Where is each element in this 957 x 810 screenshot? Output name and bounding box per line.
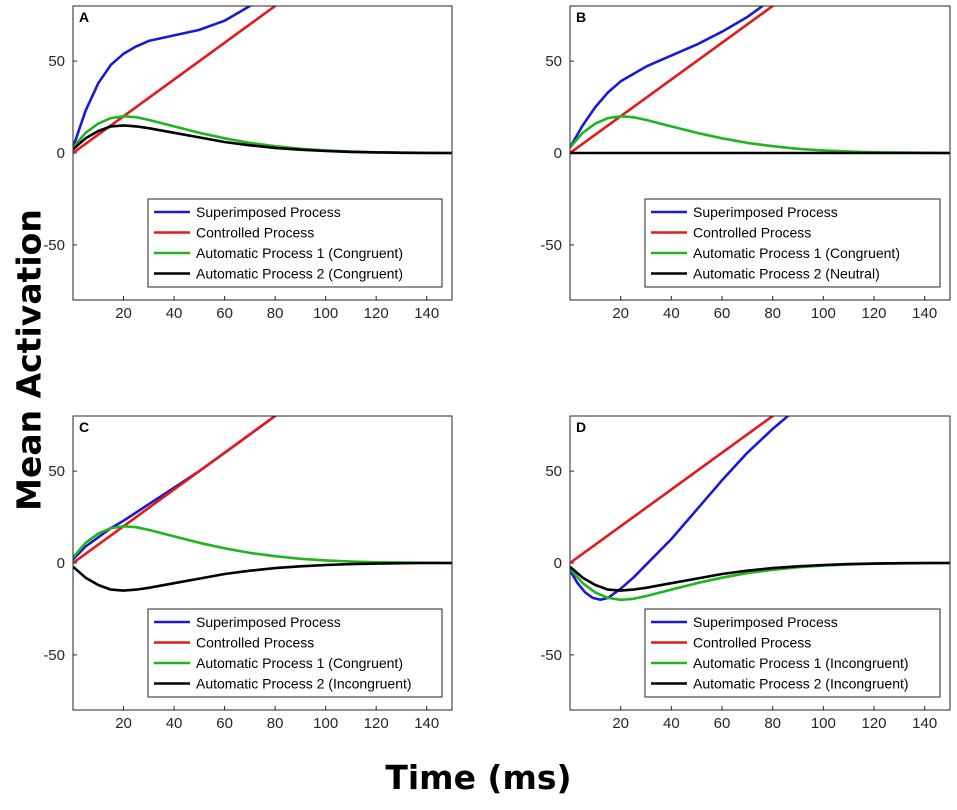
y-tick-label: -50 (540, 647, 562, 664)
legend-label: Controlled Process (693, 635, 811, 651)
series-line-automatic2 (73, 561, 452, 592)
y-tick-label: 50 (545, 53, 562, 70)
legend-b: Superimposed Process Controlled Process Au… (644, 198, 941, 288)
series-line-automatic2 (570, 561, 950, 592)
x-tick-label: 40 (166, 715, 183, 732)
x-tick-label: 120 (861, 305, 886, 322)
axes-box-a (72, 5, 453, 301)
legend-label: Automatic Process 1 (Congruent) (693, 245, 900, 261)
legend-label: Controlled Process (196, 635, 314, 651)
x-tick-label: 140 (912, 715, 937, 732)
x-tick-label: 40 (166, 305, 183, 322)
y-tick-label: 0 (554, 555, 562, 572)
x-tick-label: 100 (313, 305, 338, 322)
legend-a: Superimposed Process Controlled Process Au… (147, 198, 443, 288)
y-tick-label: 50 (48, 463, 65, 480)
panel-label-c: C (79, 419, 89, 435)
axes-box-c (72, 415, 453, 711)
series-group-a (73, 6, 452, 155)
legend-box (147, 198, 443, 288)
x-tick-label: 140 (912, 305, 937, 322)
legend-label: Controlled Process (196, 225, 314, 241)
series-line-superimposed (570, 6, 764, 149)
legend-box (147, 608, 443, 698)
series-line-controlled (73, 416, 277, 565)
panel-a: 20 40 60 80 100 120 140 -50 0 50 A Superimposed Pro… (43, 5, 453, 322)
legend-c: Superimposed Process Controlled Process Au… (147, 608, 443, 698)
series-line-controlled (570, 6, 775, 155)
y-tick-label: 50 (545, 463, 562, 480)
panel-c: 20 40 60 80 100 120 140 -50 0 50 C Superimposed Pro… (43, 415, 453, 732)
legend-label: Automatic Process 1 (Congruent) (196, 245, 403, 261)
legend-label: Automatic Process 1 (Congruent) (196, 655, 403, 671)
legend-label: Superimposed Process (196, 614, 341, 630)
x-tick-label: 80 (267, 305, 284, 322)
series-group-c (73, 416, 452, 592)
legend-label: Superimposed Process (693, 204, 838, 220)
legend-label: Automatic Process 2 (Congruent) (196, 266, 403, 282)
legend-d: Superimposed Process Controlled Process Au… (644, 608, 941, 698)
x-tick-label: 60 (714, 305, 731, 322)
x-tick-label: 120 (364, 305, 389, 322)
y-tick-label: -50 (43, 647, 65, 664)
x-axis-title: Time (ms) (385, 758, 572, 797)
series-line-automatic2 (73, 124, 452, 155)
panel-label-a: A (79, 9, 89, 25)
series-group-b (570, 6, 950, 155)
x-tick-label: 80 (764, 715, 781, 732)
x-tick-label: 80 (267, 715, 284, 732)
y-tick-label: 0 (57, 145, 65, 162)
panel-label-d: D (576, 419, 586, 435)
panel-b: 20 40 60 80 100 120 140 -50 0 50 B Superimposed Pro… (540, 5, 951, 322)
axes-box-d (569, 415, 951, 711)
legend-label: Automatic Process 2 (Neutral) (693, 266, 880, 282)
x-tick-label: 140 (414, 715, 439, 732)
x-tick-label: 60 (714, 715, 731, 732)
panel-d: 20 40 60 80 100 120 140 -50 0 50 D Superimposed Pro… (540, 415, 951, 732)
legend-label: Automatic Process 2 (Incongruent) (693, 676, 909, 692)
x-tick-label: 100 (313, 715, 338, 732)
legend-label: Controlled Process (693, 225, 811, 241)
x-tick-label: 20 (612, 715, 629, 732)
legend-label: Superimposed Process (693, 614, 838, 630)
legend-label: Automatic Process 1 (Incongruent) (693, 655, 909, 671)
x-tick-label: 100 (811, 305, 836, 322)
series-line-superimposed (570, 416, 790, 602)
x-tick-label: 120 (364, 715, 389, 732)
legend-label: Superimposed Process (196, 204, 341, 220)
x-tick-label: 20 (612, 305, 629, 322)
y-tick-label: -50 (540, 237, 562, 254)
x-tick-label: 60 (216, 305, 233, 322)
x-tick-label: 80 (764, 305, 781, 322)
x-tick-label: 20 (115, 305, 132, 322)
legend-label: Automatic Process 2 (Incongruent) (196, 676, 412, 692)
series-line-controlled (570, 416, 775, 565)
x-tick-label: 100 (811, 715, 836, 732)
legend-box (644, 608, 941, 698)
x-tick-label: 60 (216, 715, 233, 732)
series-line-superimposed (73, 6, 253, 149)
legend-box (644, 198, 941, 288)
x-tick-label: 120 (861, 715, 886, 732)
x-tick-label: 40 (663, 305, 680, 322)
x-tick-label: 140 (414, 305, 439, 322)
y-tick-label: 0 (554, 145, 562, 162)
series-group-d (570, 416, 950, 602)
x-tick-label: 20 (115, 715, 132, 732)
y-tick-label: 50 (48, 53, 65, 70)
x-tick-label: 40 (663, 715, 680, 732)
panel-label-b: B (576, 9, 586, 25)
y-tick-label: 0 (57, 555, 65, 572)
axes-box-b (569, 5, 951, 301)
y-tick-label: -50 (43, 237, 65, 254)
